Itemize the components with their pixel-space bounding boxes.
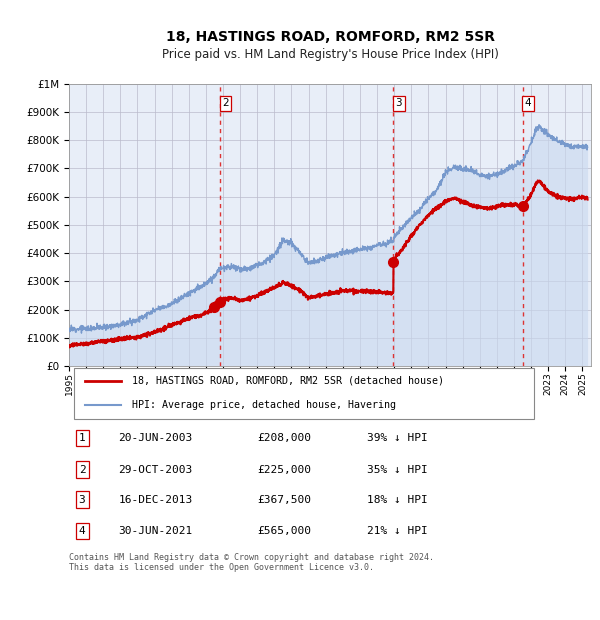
Text: £367,500: £367,500: [257, 495, 311, 505]
Text: 4: 4: [524, 99, 531, 108]
Text: 21% ↓ HPI: 21% ↓ HPI: [367, 526, 427, 536]
Text: Contains HM Land Registry data © Crown copyright and database right 2024.
This d: Contains HM Land Registry data © Crown c…: [69, 552, 434, 572]
Text: £225,000: £225,000: [257, 464, 311, 474]
Text: 18, HASTINGS ROAD, ROMFORD, RM2 5SR (detached house): 18, HASTINGS ROAD, ROMFORD, RM2 5SR (det…: [131, 376, 443, 386]
Text: 3: 3: [395, 99, 402, 108]
Text: £208,000: £208,000: [257, 433, 311, 443]
Text: 3: 3: [79, 495, 85, 505]
Text: 18% ↓ HPI: 18% ↓ HPI: [367, 495, 427, 505]
Text: Price paid vs. HM Land Registry's House Price Index (HPI): Price paid vs. HM Land Registry's House …: [161, 48, 499, 61]
Text: 35% ↓ HPI: 35% ↓ HPI: [367, 464, 427, 474]
Text: 20-JUN-2003: 20-JUN-2003: [119, 433, 193, 443]
Text: 2: 2: [222, 99, 229, 108]
Text: 16-DEC-2013: 16-DEC-2013: [119, 495, 193, 505]
Text: HPI: Average price, detached house, Havering: HPI: Average price, detached house, Have…: [131, 401, 395, 410]
Text: 1: 1: [79, 433, 85, 443]
Text: 2: 2: [79, 464, 85, 474]
Text: 30-JUN-2021: 30-JUN-2021: [119, 526, 193, 536]
Text: 39% ↓ HPI: 39% ↓ HPI: [367, 433, 427, 443]
FancyBboxPatch shape: [74, 368, 533, 418]
Text: 4: 4: [79, 526, 85, 536]
Text: 18, HASTINGS ROAD, ROMFORD, RM2 5SR: 18, HASTINGS ROAD, ROMFORD, RM2 5SR: [166, 30, 494, 44]
Text: 29-OCT-2003: 29-OCT-2003: [119, 464, 193, 474]
Text: £565,000: £565,000: [257, 526, 311, 536]
